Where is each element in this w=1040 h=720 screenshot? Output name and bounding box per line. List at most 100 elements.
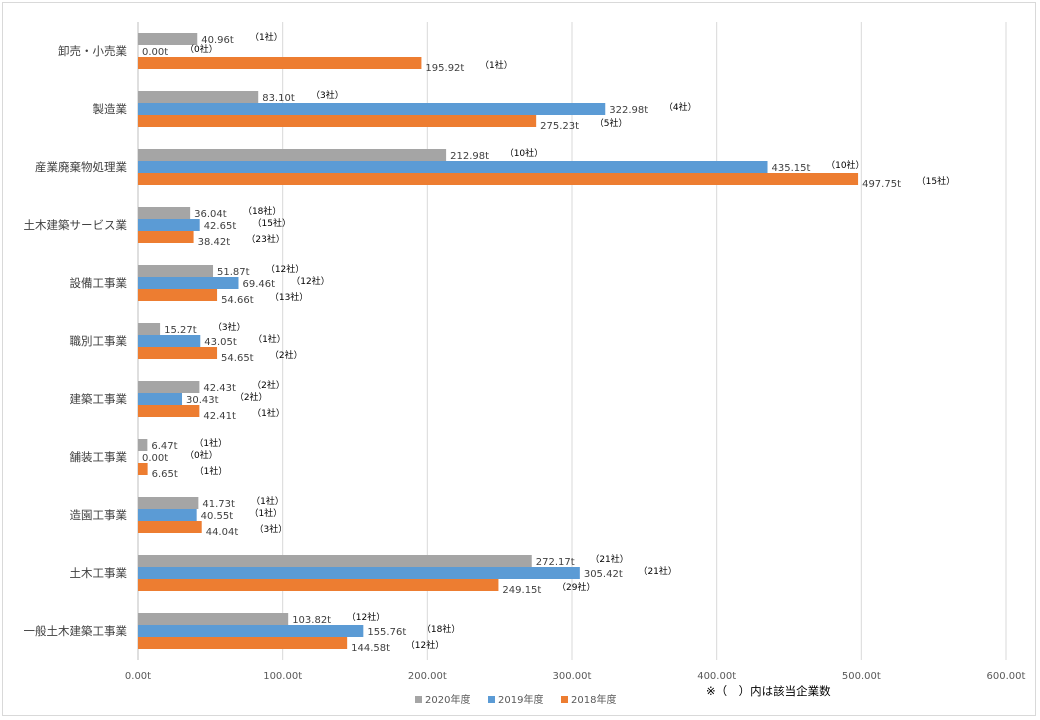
value-label: 54.66t	[221, 295, 254, 306]
value-label: 40.96t	[201, 35, 234, 46]
legend-swatch-2020	[415, 696, 422, 703]
bar	[138, 219, 200, 231]
count-label: （18社）	[422, 623, 460, 635]
count-label: （1社）	[251, 495, 284, 507]
count-label: （18社）	[243, 205, 281, 217]
bar	[138, 521, 202, 533]
bar	[138, 579, 499, 591]
value-label: 249.15t	[502, 585, 541, 596]
value-label: 42.41t	[203, 411, 236, 422]
bar	[138, 277, 239, 289]
bar	[138, 103, 606, 115]
category-label: 製造業	[93, 102, 128, 116]
value-label: 497.75t	[862, 179, 901, 190]
bar	[138, 57, 422, 69]
bar	[138, 381, 200, 393]
count-label: （1社）	[253, 333, 286, 345]
bar	[138, 265, 214, 277]
x-tick-label: 600.00t	[987, 671, 1026, 682]
bar	[138, 393, 183, 405]
category-label: 一般土木建築工事業	[24, 624, 128, 638]
count-label: （12社）	[406, 639, 444, 651]
count-label: （3社）	[311, 89, 344, 101]
value-label: 6.65t	[152, 469, 178, 480]
bar	[138, 323, 161, 335]
count-label: （3社）	[213, 321, 246, 333]
bar	[138, 625, 364, 637]
category-label: 産業廃棄物処理業	[35, 160, 127, 174]
x-tick-label: 200.00t	[408, 671, 447, 682]
annotation-note: ※（ ）内は該当企業数	[706, 684, 831, 698]
value-label: 0.00t	[142, 47, 168, 58]
value-label: 41.73t	[202, 499, 235, 510]
bar	[138, 405, 200, 417]
count-label: （3社）	[255, 523, 288, 535]
bar	[138, 115, 537, 127]
bar	[138, 567, 580, 579]
category-label: 職別工事業	[70, 334, 128, 348]
legend-label-2019: 2019年度	[498, 693, 543, 706]
value-label: 83.10t	[262, 93, 295, 104]
value-label: 305.42t	[584, 569, 623, 580]
count-label: （2社）	[270, 349, 303, 361]
category-label: 建築工事業	[70, 392, 128, 406]
x-axis-ticks: 0.00t 100.00t 200.00t 300.00t 400.00t 500.00t…	[125, 671, 1026, 682]
count-label: （15社）	[253, 217, 291, 229]
count-label: （0社）	[185, 449, 218, 461]
value-label: 43.05t	[204, 337, 237, 348]
bar	[138, 509, 197, 521]
count-label: （1社）	[249, 507, 282, 519]
bar	[138, 207, 191, 219]
count-label: （10社）	[505, 147, 543, 159]
value-label: 103.82t	[292, 615, 331, 626]
count-label: （29社）	[557, 581, 595, 593]
value-label: 42.65t	[204, 221, 237, 232]
value-label: 6.47t	[151, 441, 177, 452]
x-tick-label: 300.00t	[553, 671, 592, 682]
x-tick-label: 0.00t	[125, 671, 151, 682]
legend-swatch-2019	[488, 696, 495, 703]
value-label: 155.76t	[367, 627, 406, 638]
value-label: 272.17t	[536, 557, 575, 568]
category-label: 造園工事業	[70, 508, 128, 522]
bar	[138, 439, 148, 451]
legend-label-2018: 2018年度	[571, 693, 616, 706]
value-label: 54.65t	[221, 353, 254, 364]
bar	[138, 637, 348, 649]
count-label: （4社）	[664, 101, 697, 113]
count-label: （21社）	[638, 565, 676, 577]
value-label: 38.42t	[198, 237, 231, 248]
value-label: 15.27t	[164, 325, 197, 336]
count-label: （15社）	[917, 175, 955, 187]
bar	[138, 555, 532, 567]
count-label: （12社）	[291, 275, 329, 287]
count-label: （2社）	[235, 391, 268, 403]
value-label: 36.04t	[194, 209, 227, 220]
value-label: 30.43t	[186, 395, 219, 406]
x-tick-label: 400.00t	[697, 671, 736, 682]
value-label: 322.98t	[609, 105, 648, 116]
value-label: 51.87t	[217, 267, 250, 278]
bar	[138, 335, 201, 347]
value-label: 44.04t	[206, 527, 239, 538]
category-label: 設備工事業	[70, 276, 128, 290]
count-label: （21社）	[590, 553, 628, 565]
legend-swatch-2018	[561, 696, 568, 703]
count-label: （12社）	[266, 263, 304, 275]
bar	[138, 161, 768, 173]
count-label: （2社）	[252, 379, 285, 391]
bar	[138, 149, 447, 161]
bar	[138, 497, 199, 509]
count-label: （1社）	[250, 31, 283, 43]
bar	[138, 33, 198, 45]
bar	[138, 173, 859, 185]
bars	[138, 33, 859, 649]
count-label: （13社）	[270, 291, 308, 303]
bar	[138, 613, 289, 625]
category-label: 土木工事業	[70, 566, 128, 580]
value-label: 435.15t	[772, 163, 811, 174]
value-label: 195.92t	[425, 63, 464, 74]
count-label: （1社）	[195, 465, 228, 477]
